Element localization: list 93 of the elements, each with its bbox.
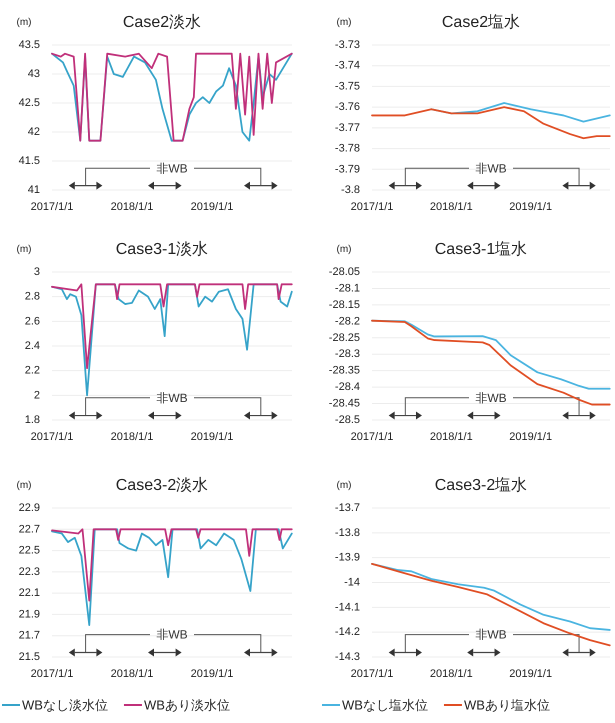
y-tick-label: -28.05 (328, 266, 360, 278)
y-tick-label: -28.4 (334, 381, 360, 394)
y-tick-label: -3.78 (334, 142, 360, 155)
y-tick-label: 3 (34, 266, 40, 278)
x-tick-label: 2017/1/1 (30, 201, 74, 213)
y-tick-label: -14.3 (334, 651, 360, 663)
y-tick-label: 42 (28, 126, 40, 138)
x-tick-label: 2019/1/1 (509, 431, 552, 443)
y-tick-label: 21.9 (18, 608, 40, 620)
x-tick-label: 2018/1/1 (110, 201, 154, 213)
annotation: 非WB (156, 161, 188, 176)
y-tick-label: 21.7 (18, 630, 40, 642)
y-tick-label: -28.45 (328, 398, 360, 410)
y-tick-label: 2 (34, 389, 40, 402)
x-tick-label: 2019/1/1 (190, 201, 234, 213)
y-tick-label: -28.15 (328, 298, 360, 311)
y-tick-label: -3.77 (334, 122, 360, 134)
y-axis-title: (m) (16, 244, 32, 255)
y-tick-label: 42.5 (18, 97, 40, 109)
y-tick-label: 43 (28, 68, 40, 80)
y-tick-label: -3.76 (334, 101, 360, 114)
x-tick-label: 2017/1/1 (350, 201, 394, 213)
x-tick-label: 2018/1/1 (430, 668, 473, 680)
y-tick-label: -28.1 (334, 282, 360, 294)
chart-title: Case3-2塩水 (434, 476, 528, 494)
line-series (51, 52, 293, 142)
annotation: 非WB (475, 628, 507, 642)
y-tick-label: 2.2 (24, 364, 40, 377)
y-tick-label: -3.8 (341, 184, 360, 196)
x-tick-label: 2019/1/1 (509, 201, 552, 213)
y-tick-label: 1.8 (24, 414, 40, 426)
y-axis-title: (m) (336, 244, 352, 255)
x-tick-label: 2018/1/1 (110, 431, 154, 443)
y-tick-label: -28.3 (334, 348, 360, 360)
line-series (371, 562, 611, 646)
y-tick-label: -3.79 (334, 163, 360, 176)
y-tick-label: -13.8 (334, 526, 360, 539)
annotation: 非WB (156, 628, 188, 642)
y-axis-title: (m) (16, 17, 32, 28)
x-tick-label: 2017/1/1 (30, 668, 74, 680)
x-tick-label: 2019/1/1 (509, 668, 552, 680)
y-tick-label: -3.74 (334, 60, 360, 72)
legend-label: WBなし淡水位 (22, 698, 108, 712)
x-tick-label: 2019/1/1 (190, 668, 234, 680)
y-tick-label: 22.3 (18, 566, 40, 578)
chart-title: Case3-2淡水 (116, 476, 208, 494)
y-tick-label: -13.7 (334, 502, 360, 514)
chart-title: Case2塩水 (442, 13, 520, 31)
y-tick-label: -28.2 (334, 315, 360, 328)
y-tick-label: 21.5 (18, 651, 40, 663)
line-series (51, 528, 293, 602)
y-tick-label: -28.25 (328, 332, 360, 344)
y-tick-label: -28.5 (334, 414, 360, 426)
y-tick-label: 43.5 (18, 39, 40, 51)
x-tick-label: 2017/1/1 (350, 431, 394, 443)
x-tick-label: 2018/1/1 (110, 668, 154, 680)
annotation: 非WB (156, 390, 188, 405)
y-tick-label: -14.1 (334, 601, 360, 614)
y-axis-title: (m) (16, 480, 32, 491)
y-tick-label: -3.75 (334, 80, 360, 92)
line-series (51, 528, 293, 626)
y-tick-label: 2.4 (24, 340, 40, 352)
x-tick-label: 2017/1/1 (350, 668, 394, 680)
y-tick-label: 22.5 (18, 544, 40, 557)
chart-title: Case3-1淡水 (116, 240, 208, 258)
x-tick-label: 2017/1/1 (30, 431, 74, 443)
annotation: 非WB (475, 390, 507, 405)
y-axis-title: (m) (336, 480, 352, 491)
annotation: 非WB (475, 161, 507, 176)
legend-label: WBあり塩水位 (464, 698, 550, 712)
legend-label: WBなし塩水位 (342, 698, 428, 712)
line-series (51, 283, 293, 370)
x-tick-label: 2018/1/1 (430, 201, 473, 213)
chart-title: Case3-1塩水 (434, 240, 528, 258)
x-tick-label: 2019/1/1 (190, 431, 234, 443)
y-tick-label: -28.35 (328, 364, 360, 377)
y-tick-label: 2.6 (24, 315, 40, 328)
legend-label: WBあり淡水位 (144, 698, 230, 712)
x-tick-label: 2018/1/1 (430, 431, 473, 443)
y-tick-label: -14.2 (334, 626, 360, 638)
y-tick-label: -13.9 (334, 552, 360, 564)
y-tick-label: -3.73 (334, 39, 360, 51)
y-tick-label: 22.7 (18, 523, 40, 536)
line-series (371, 106, 611, 140)
chart-title: Case2淡水 (122, 13, 202, 31)
line-series (371, 320, 611, 406)
y-tick-label: 41 (28, 184, 40, 196)
y-axis-title: (m) (336, 17, 352, 28)
y-tick-label: -14 (344, 576, 360, 588)
y-tick-label: 22.9 (18, 502, 40, 514)
y-tick-label: 22.1 (18, 587, 40, 600)
y-tick-label: 41.5 (18, 155, 40, 167)
y-tick-label: 2.8 (24, 290, 40, 303)
